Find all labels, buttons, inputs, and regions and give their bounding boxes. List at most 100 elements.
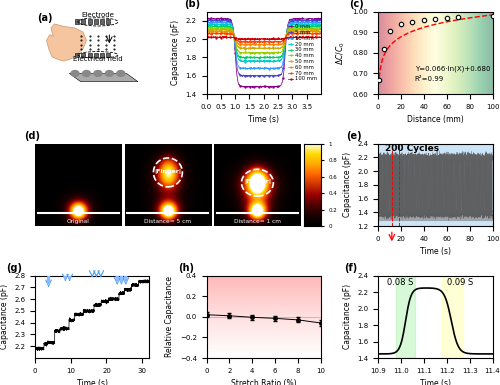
0 mm xyxy=(204,16,210,21)
40 mm xyxy=(223,25,229,29)
0 mm xyxy=(256,84,262,89)
Polygon shape xyxy=(116,273,118,283)
Line: 30 mm: 30 mm xyxy=(206,25,322,59)
Line: 0 mm: 0 mm xyxy=(206,17,322,88)
70 mm xyxy=(204,32,210,36)
70 mm xyxy=(271,39,277,44)
40 mm xyxy=(224,25,230,30)
Polygon shape xyxy=(96,266,98,276)
60 mm xyxy=(308,28,314,33)
Text: Electrode: Electrode xyxy=(82,12,114,18)
Text: (f): (f) xyxy=(344,263,357,273)
30 mm xyxy=(242,56,248,61)
60 mm xyxy=(318,30,324,34)
50 mm xyxy=(256,46,262,51)
20 mm xyxy=(265,60,271,64)
100 mm xyxy=(290,35,296,39)
60 mm xyxy=(224,29,230,34)
60 mm xyxy=(256,42,262,47)
Text: (g): (g) xyxy=(6,263,22,273)
Y-axis label: Capacitance (pF): Capacitance (pF) xyxy=(0,284,8,349)
Text: |Finger|: |Finger| xyxy=(154,169,182,174)
X-axis label: Time (s): Time (s) xyxy=(420,379,451,385)
100 mm xyxy=(233,36,239,41)
50 mm xyxy=(290,28,296,32)
70 mm xyxy=(317,30,323,35)
Y-axis label: Capacitance (pF): Capacitance (pF) xyxy=(171,20,180,85)
50 mm xyxy=(245,47,251,52)
70 mm xyxy=(318,31,324,35)
Y-axis label: Relative Capacitance: Relative Capacitance xyxy=(166,276,174,357)
70 mm xyxy=(224,31,230,35)
Text: 0.09 S: 0.09 S xyxy=(447,278,473,288)
Bar xyxy=(82,53,86,57)
50 mm xyxy=(292,27,298,31)
Bar xyxy=(94,19,98,24)
Circle shape xyxy=(94,70,102,76)
100 mm xyxy=(224,35,230,40)
Circle shape xyxy=(71,70,79,76)
40 mm xyxy=(280,47,286,51)
Line: 60 mm: 60 mm xyxy=(206,30,322,46)
X-axis label: Distance (mm): Distance (mm) xyxy=(407,116,464,124)
X-axis label: Time (s): Time (s) xyxy=(420,247,451,256)
20 mm xyxy=(224,22,230,27)
10 mm xyxy=(290,20,296,25)
Text: |Finger|: |Finger| xyxy=(244,179,271,184)
100 mm xyxy=(256,37,262,41)
0 mm xyxy=(224,17,230,21)
Y-axis label: $\Delta C/C_0$: $\Delta C/C_0$ xyxy=(334,41,347,65)
20 mm xyxy=(233,48,239,53)
30 mm xyxy=(272,55,278,59)
X-axis label: Time (s): Time (s) xyxy=(76,379,108,385)
30 mm xyxy=(204,23,210,27)
Text: (h): (h) xyxy=(178,263,194,273)
40 mm xyxy=(252,52,258,56)
Polygon shape xyxy=(120,273,122,283)
Y-axis label: Capacitance (pF): Capacitance (pF) xyxy=(342,152,351,218)
5 mm xyxy=(272,74,278,78)
40 mm xyxy=(318,26,324,31)
5 mm xyxy=(256,73,262,78)
Bar xyxy=(100,19,104,24)
Text: 0.08 S: 0.08 S xyxy=(388,278,413,288)
30 mm xyxy=(318,23,324,28)
10 mm xyxy=(224,20,230,25)
Bar xyxy=(75,19,79,24)
0 mm xyxy=(271,85,277,90)
Text: 200 Cycles: 200 Cycles xyxy=(385,144,439,153)
X-axis label: Stretch Ratio (%): Stretch Ratio (%) xyxy=(231,379,296,385)
40 mm xyxy=(290,26,296,30)
Text: Distance= 5 cm: Distance= 5 cm xyxy=(144,219,192,224)
5 mm xyxy=(205,17,211,22)
Line: 50 mm: 50 mm xyxy=(206,28,322,50)
10 mm xyxy=(204,20,210,25)
30 mm xyxy=(233,46,239,50)
20 mm xyxy=(318,23,324,27)
0 mm xyxy=(258,85,264,90)
60 mm xyxy=(262,43,268,48)
100 mm xyxy=(204,35,210,40)
50 mm xyxy=(204,28,210,32)
Polygon shape xyxy=(91,266,94,276)
30 mm xyxy=(280,50,286,54)
5 mm xyxy=(280,65,286,69)
50 mm xyxy=(233,40,239,45)
Bar xyxy=(106,19,110,24)
70 mm xyxy=(233,37,239,41)
Bar xyxy=(442,276,463,358)
0 mm xyxy=(318,16,324,21)
Text: Distance= 1 cm: Distance= 1 cm xyxy=(234,219,281,224)
5 mm xyxy=(233,57,239,62)
X-axis label: Time (s): Time (s) xyxy=(248,116,279,124)
Text: Electrical field: Electrical field xyxy=(73,56,122,62)
Polygon shape xyxy=(48,276,50,285)
0 mm xyxy=(280,75,286,80)
Text: (b): (b) xyxy=(184,0,200,9)
30 mm xyxy=(204,24,210,28)
Bar xyxy=(100,53,104,57)
Polygon shape xyxy=(70,74,138,82)
Line: 5 mm: 5 mm xyxy=(206,19,322,77)
10 mm xyxy=(280,59,286,63)
Legend: 0 mm, 5 mm, 10 mm, 20 mm, 30 mm, 40 mm, 50 mm, 60 mm, 70 mm, 100 mm: 0 mm, 5 mm, 10 mm, 20 mm, 30 mm, 40 mm, … xyxy=(287,23,318,82)
